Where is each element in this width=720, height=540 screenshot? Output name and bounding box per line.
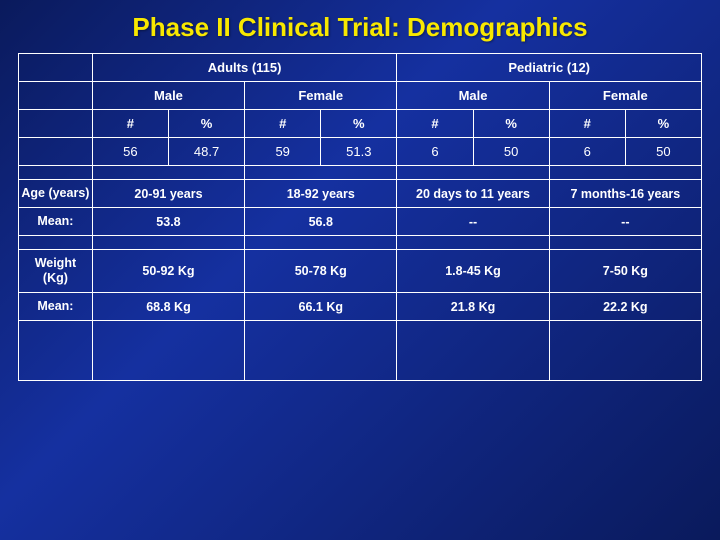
rowlabel-mean1: Mean:: [19, 208, 93, 236]
ped-male-hdr: Male: [397, 82, 549, 110]
empty-cell: [19, 82, 93, 110]
age-adults-male: 20-91 years: [92, 180, 244, 208]
rowlabel-mean2: Mean:: [19, 293, 93, 321]
agemean-ped-male: --: [397, 208, 549, 236]
ped-male-n: 6: [397, 138, 473, 166]
sub-n: #: [397, 110, 473, 138]
sub-n: #: [549, 110, 625, 138]
spacer: [19, 166, 93, 180]
corner-cell: [19, 54, 93, 82]
sub-pct: %: [321, 110, 397, 138]
spacer: [19, 321, 93, 381]
wtmean-adults-male: 68.8 Kg: [92, 293, 244, 321]
agemean-ped-female: --: [549, 208, 701, 236]
adults-female-hdr: Female: [245, 82, 397, 110]
rowlabel-age: Age (years): [19, 180, 93, 208]
group-adults: Adults (115): [92, 54, 397, 82]
wtmean-adults-female: 66.1 Kg: [245, 293, 397, 321]
rowlabel-weight: Weight (Kg): [19, 250, 93, 293]
sub-pct: %: [473, 110, 549, 138]
adults-male-n: 56: [92, 138, 168, 166]
wt-adults-male: 50-92 Kg: [92, 250, 244, 293]
ped-female-pct: 50: [625, 138, 701, 166]
adults-male-pct: 48.7: [168, 138, 244, 166]
sub-pct: %: [625, 110, 701, 138]
wtmean-ped-male: 21.8 Kg: [397, 293, 549, 321]
ped-female-hdr: Female: [549, 82, 701, 110]
adults-female-pct: 51.3: [321, 138, 397, 166]
wtmean-ped-female: 22.2 Kg: [549, 293, 701, 321]
agemean-adults-male: 53.8: [92, 208, 244, 236]
ped-male-pct: 50: [473, 138, 549, 166]
adults-male-hdr: Male: [92, 82, 244, 110]
sub-pct: %: [168, 110, 244, 138]
age-ped-female: 7 months-16 years: [549, 180, 701, 208]
empty-cell: [19, 138, 93, 166]
adults-female-n: 59: [245, 138, 321, 166]
spacer: [19, 236, 93, 250]
wt-ped-female: 7-50 Kg: [549, 250, 701, 293]
sub-n: #: [245, 110, 321, 138]
wt-ped-male: 1.8-45 Kg: [397, 250, 549, 293]
sub-n: #: [92, 110, 168, 138]
ped-female-n: 6: [549, 138, 625, 166]
agemean-adults-female: 56.8: [245, 208, 397, 236]
empty-cell: [19, 110, 93, 138]
age-ped-male: 20 days to 11 years: [397, 180, 549, 208]
demographics-table: Adults (115) Pediatric (12) Male Female …: [18, 53, 702, 381]
group-pediatric: Pediatric (12): [397, 54, 702, 82]
page-title: Phase II Clinical Trial: Demographics: [0, 0, 720, 53]
age-adults-female: 18-92 years: [245, 180, 397, 208]
wt-adults-female: 50-78 Kg: [245, 250, 397, 293]
